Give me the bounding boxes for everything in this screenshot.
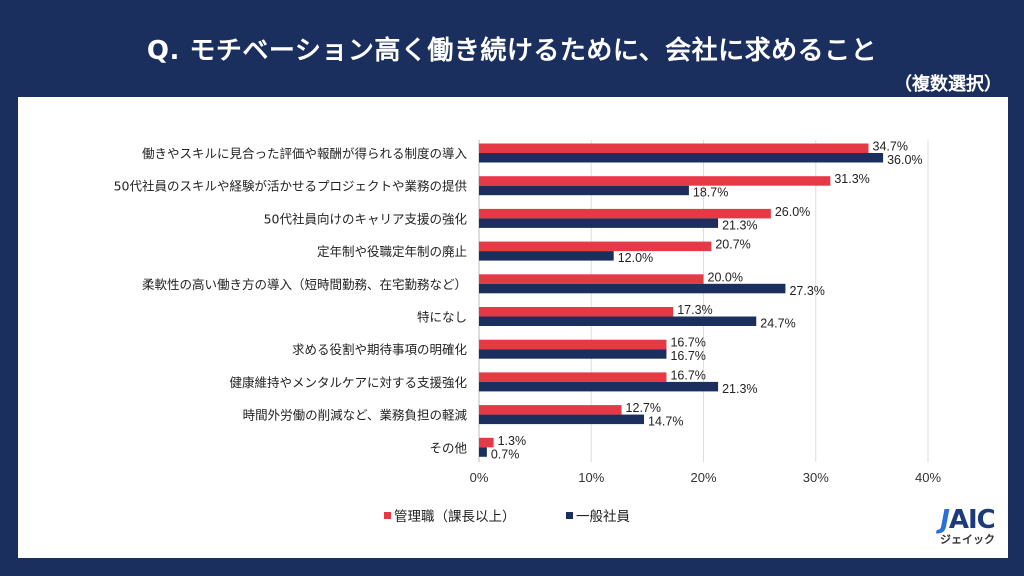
logo-kana: ジェイック <box>940 533 995 546</box>
data-label: 26.0% <box>775 205 810 219</box>
legend-label: 管理職（課長以上） <box>394 509 516 525</box>
bar-manager <box>479 405 622 415</box>
category-label: 定年制や役職定年制の廃止 <box>317 244 467 259</box>
category-label: 求める役割や期待事項の明確化 <box>292 342 468 357</box>
x-tick-label: 20% <box>690 470 716 485</box>
x-tick-label: 40% <box>915 470 941 485</box>
legend-label: 一般社員 <box>576 509 630 525</box>
legend-swatch <box>384 512 391 519</box>
data-label: 14.7% <box>648 415 683 429</box>
data-label: 17.3% <box>677 303 712 317</box>
bar-manager <box>479 208 771 219</box>
data-label: 21.3% <box>722 218 757 232</box>
category-label: 働きやスキルに見合った評価や報酬が得られる制度の導入 <box>142 146 468 161</box>
data-label: 16.7% <box>670 349 705 363</box>
bar-manager <box>479 437 494 448</box>
data-label: 1.3% <box>498 434 527 448</box>
bar-employee <box>479 349 667 359</box>
chart-panel <box>18 97 1008 558</box>
data-label: 12.7% <box>626 401 661 415</box>
bar-employee <box>479 251 614 261</box>
data-label: 12.0% <box>618 251 653 265</box>
bar-employee <box>479 316 757 326</box>
data-label: 36.0% <box>887 153 922 167</box>
bar-employee <box>479 381 719 392</box>
data-label: 20.7% <box>715 238 750 252</box>
data-label: 21.3% <box>722 382 757 396</box>
category-label: 健康維持やメンタルケアに対する支援強化 <box>229 375 467 390</box>
bar-manager <box>479 143 869 153</box>
bar-employee <box>479 153 884 163</box>
data-label: 31.3% <box>834 172 869 186</box>
logo-mark: JAIC <box>940 505 996 535</box>
x-tick-label: 10% <box>578 470 604 485</box>
bar-manager <box>479 372 667 382</box>
bar-manager <box>479 176 831 186</box>
category-label: 時間外労働の削減など、業務負担の軽減 <box>243 408 468 423</box>
category-label: その他 <box>429 440 467 455</box>
bar-manager <box>479 274 704 284</box>
data-label: 24.7% <box>760 317 795 331</box>
bar-employee <box>479 447 487 457</box>
bar-employee <box>479 283 786 294</box>
x-tick-label: 0% <box>470 470 489 485</box>
category-label: 50代社員のスキルや経験が活かせるプロジェクトや業務の提供 <box>114 179 467 194</box>
data-label: 27.3% <box>789 284 824 298</box>
bar-manager <box>479 307 674 317</box>
x-tick-label: 30% <box>803 470 829 485</box>
bar-employee <box>479 218 719 228</box>
legend-swatch <box>566 512 573 519</box>
data-label: 18.7% <box>693 186 728 200</box>
bar-employee <box>479 185 689 196</box>
data-label: 16.7% <box>670 368 705 382</box>
data-label: 20.0% <box>708 270 743 284</box>
data-label: 34.7% <box>873 140 908 154</box>
category-label: 特になし <box>417 310 467 325</box>
category-label: 50代社員向けのキャリア支援の強化 <box>264 211 468 226</box>
bar-manager <box>479 339 667 350</box>
bar-manager <box>479 241 712 252</box>
data-label: 0.7% <box>491 447 520 461</box>
data-label: 16.7% <box>670 336 705 350</box>
logo: JAIC ジェイック <box>930 505 1005 547</box>
page-title: Q. モチベーション高く働き続けるために、会社に求めること <box>146 36 878 66</box>
category-label: 柔軟性の高い働き方の導入（短時間勤務、在宅勤務など） <box>142 277 467 292</box>
page-subtitle: （複数選択） <box>894 74 1002 95</box>
bar-employee <box>479 414 645 425</box>
